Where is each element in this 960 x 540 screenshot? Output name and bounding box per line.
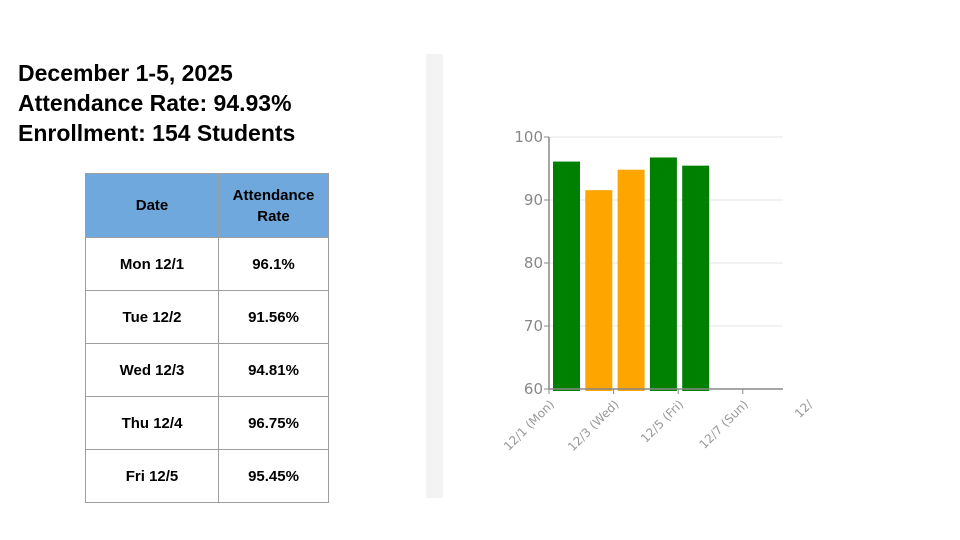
y-tick-label: 80 — [524, 254, 543, 272]
y-tick-label: 70 — [524, 317, 543, 335]
x-tick-label: 12/5 (Fri) — [638, 397, 686, 445]
y-tick-label: 90 — [524, 191, 543, 209]
bar-12/3 (Wed) — [617, 169, 645, 391]
table-header-row: Date Attendance Rate — [85, 173, 329, 238]
x-tick-label: 12/1 (Mon) — [501, 397, 557, 453]
rate-cell: 94.81% — [218, 343, 329, 397]
x-tick-label: 12/3 (Wed) — [565, 397, 622, 454]
divider-strip — [426, 54, 443, 498]
attendance-rate: Attendance Rate: 94.93% — [18, 90, 292, 116]
date-cell: Thu 12/4 — [85, 396, 219, 450]
date-cell: Tue 12/2 — [85, 290, 219, 344]
rate-cell: 96.1% — [218, 237, 329, 291]
y-tick-label: 60 — [524, 380, 543, 398]
table-row: Mon 12/1 96.1% — [85, 237, 329, 291]
date-cell: Fri 12/5 — [85, 449, 219, 503]
table-row: Fri 12/5 95.45% — [85, 449, 329, 503]
bar-12/5 (Fri) — [682, 165, 710, 391]
bar-12/1 (Mon) — [553, 161, 580, 391]
y-tick-label: 100 — [514, 128, 543, 146]
table-row: Wed 12/3 94.81% — [85, 343, 329, 397]
summary-header: December 1-5, 2025 Attendance Rate: 94.9… — [18, 58, 295, 148]
enrollment: Enrollment: 154 Students — [18, 120, 296, 146]
date-cell: Mon 12/1 — [85, 237, 219, 291]
table-row: Tue 12/2 91.56% — [85, 290, 329, 344]
bar-12/2 (Tue) — [585, 190, 613, 391]
bar-12/4 (Thu) — [649, 157, 677, 391]
x-tick-label: 12/7 (Sun) — [697, 397, 751, 451]
date-cell: Wed 12/3 — [85, 343, 219, 397]
rate-cell: 95.45% — [218, 449, 329, 503]
table-row: Thu 12/4 96.75% — [85, 396, 329, 450]
rate-cell: 96.75% — [218, 396, 329, 450]
date-range: December 1-5, 2025 — [18, 60, 233, 86]
attendance-table: Date Attendance Rate Mon 12/1 96.1% Tue 1… — [85, 173, 329, 503]
x-tick-label: 12/ — [792, 397, 816, 421]
